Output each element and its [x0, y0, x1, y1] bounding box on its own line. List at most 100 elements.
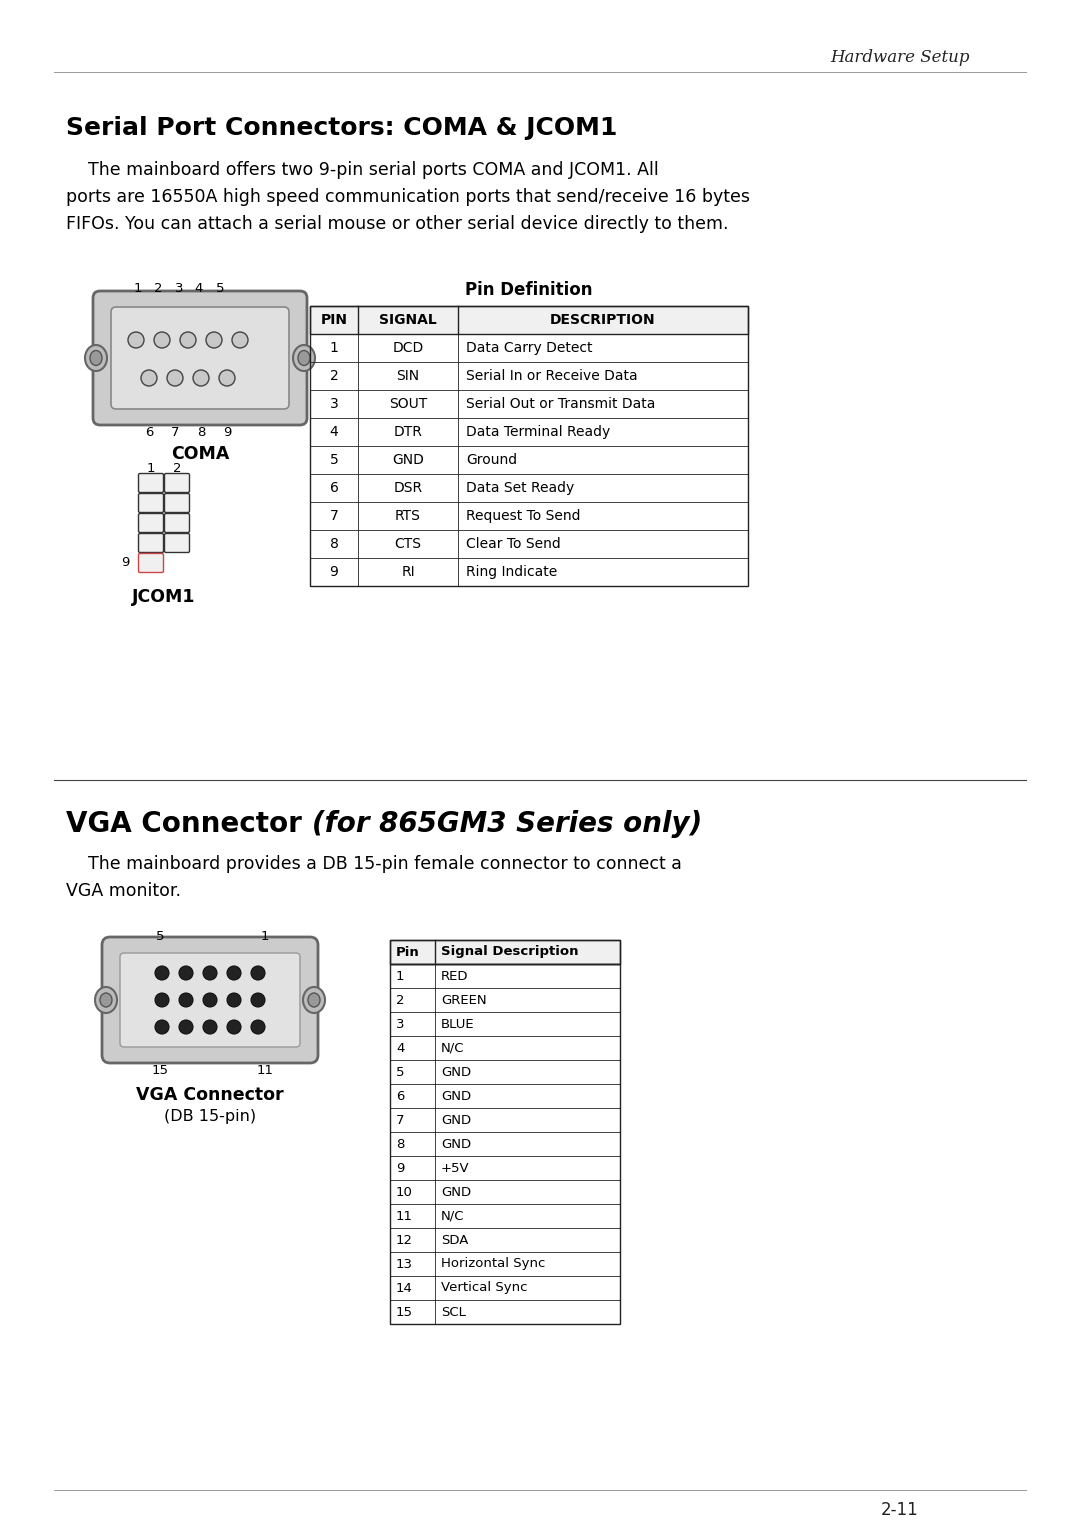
Bar [390, 963, 620, 1324]
Ellipse shape [129, 332, 144, 349]
Text: 6: 6 [329, 481, 338, 495]
Text: SIGNAL: SIGNAL [379, 314, 437, 327]
Text: 1: 1 [329, 341, 338, 355]
Text: 2: 2 [173, 463, 181, 475]
Text: 4: 4 [329, 425, 338, 438]
Text: N/C: N/C [441, 1210, 464, 1222]
Text: VGA Connector: VGA Connector [136, 1087, 284, 1103]
Ellipse shape [193, 370, 210, 387]
Text: GND: GND [441, 1090, 471, 1102]
Text: Vertical Sync: Vertical Sync [441, 1282, 527, 1295]
Bar [390, 941, 620, 963]
Text: Pin: Pin [396, 945, 420, 959]
Text: 9: 9 [122, 557, 130, 569]
Text: PIN: PIN [321, 314, 348, 327]
Text: 6: 6 [145, 426, 153, 440]
FancyBboxPatch shape [164, 493, 189, 513]
Bar [310, 306, 748, 586]
FancyBboxPatch shape [138, 473, 163, 493]
FancyBboxPatch shape [164, 513, 189, 533]
Text: 6: 6 [396, 1090, 404, 1102]
Text: 3: 3 [396, 1018, 405, 1030]
Text: Pin Definition: Pin Definition [465, 282, 593, 298]
Text: FIFOs. You can attach a serial mouse or other serial device directly to them.: FIFOs. You can attach a serial mouse or … [66, 215, 729, 233]
Text: 2-11: 2-11 [881, 1501, 919, 1519]
FancyBboxPatch shape [164, 534, 189, 552]
Ellipse shape [156, 992, 168, 1008]
Ellipse shape [203, 1020, 217, 1033]
Text: 15: 15 [396, 1306, 413, 1318]
Ellipse shape [179, 1020, 193, 1033]
Text: SIN: SIN [396, 368, 419, 384]
Ellipse shape [154, 332, 170, 349]
Text: GND: GND [441, 1186, 471, 1198]
Ellipse shape [95, 986, 117, 1014]
Text: 8: 8 [197, 426, 205, 440]
Ellipse shape [100, 992, 112, 1008]
Text: 4: 4 [194, 282, 203, 294]
Text: 4: 4 [396, 1041, 404, 1055]
Text: BLUE: BLUE [441, 1018, 474, 1030]
Text: 11: 11 [257, 1064, 273, 1078]
Text: 11: 11 [396, 1210, 413, 1222]
Text: CTS: CTS [394, 537, 421, 551]
Text: Serial Out or Transmit Data: Serial Out or Transmit Data [465, 397, 656, 411]
Text: 1: 1 [134, 282, 143, 294]
Ellipse shape [167, 370, 183, 387]
Text: 5: 5 [396, 1065, 405, 1079]
Text: Signal Description: Signal Description [441, 945, 579, 959]
Text: RTS: RTS [395, 508, 421, 524]
Text: GND: GND [392, 454, 424, 467]
Text: SCL: SCL [441, 1306, 465, 1318]
FancyBboxPatch shape [138, 534, 163, 552]
Ellipse shape [179, 992, 193, 1008]
Text: Data Terminal Ready: Data Terminal Ready [465, 425, 610, 438]
FancyBboxPatch shape [120, 953, 300, 1047]
Ellipse shape [251, 992, 265, 1008]
Ellipse shape [206, 332, 222, 349]
Text: 3: 3 [329, 397, 338, 411]
Ellipse shape [156, 1020, 168, 1033]
Text: 7: 7 [329, 508, 338, 524]
Text: DESCRIPTION: DESCRIPTION [550, 314, 656, 327]
Ellipse shape [203, 992, 217, 1008]
FancyBboxPatch shape [111, 307, 289, 409]
Ellipse shape [303, 986, 325, 1014]
Text: GND: GND [441, 1137, 471, 1151]
Text: (DB 15-pin): (DB 15-pin) [164, 1110, 256, 1125]
Text: 15: 15 [151, 1064, 168, 1078]
Text: 12: 12 [396, 1233, 413, 1247]
Text: GND: GND [441, 1114, 471, 1126]
Text: 1: 1 [260, 930, 269, 944]
Text: RI: RI [401, 565, 415, 578]
Text: 1: 1 [147, 463, 156, 475]
Text: 3: 3 [175, 282, 184, 294]
Text: GND: GND [441, 1065, 471, 1079]
Text: VGA monitor.: VGA monitor. [66, 883, 181, 900]
Ellipse shape [293, 345, 315, 371]
Text: 9: 9 [222, 426, 231, 440]
Text: (for 865GM3 Series only): (for 865GM3 Series only) [311, 810, 702, 839]
Text: COMA: COMA [171, 444, 229, 463]
Text: 7: 7 [396, 1114, 405, 1126]
Text: SOUT: SOUT [389, 397, 427, 411]
FancyBboxPatch shape [102, 938, 318, 1062]
Text: 9: 9 [396, 1161, 404, 1175]
Text: 9: 9 [329, 565, 338, 578]
Text: 10: 10 [396, 1186, 413, 1198]
Text: GREEN: GREEN [441, 994, 487, 1006]
Text: Ground: Ground [465, 454, 517, 467]
Ellipse shape [203, 966, 217, 980]
Text: DCD: DCD [392, 341, 423, 355]
Text: RED: RED [441, 970, 469, 983]
Text: DSR: DSR [393, 481, 422, 495]
Bar [390, 941, 620, 963]
Text: Data Carry Detect: Data Carry Detect [465, 341, 593, 355]
Text: N/C: N/C [441, 1041, 464, 1055]
Ellipse shape [298, 350, 310, 365]
Ellipse shape [219, 370, 235, 387]
FancyBboxPatch shape [138, 513, 163, 533]
Ellipse shape [251, 966, 265, 980]
Text: 2: 2 [329, 368, 338, 384]
Bar [310, 306, 748, 333]
